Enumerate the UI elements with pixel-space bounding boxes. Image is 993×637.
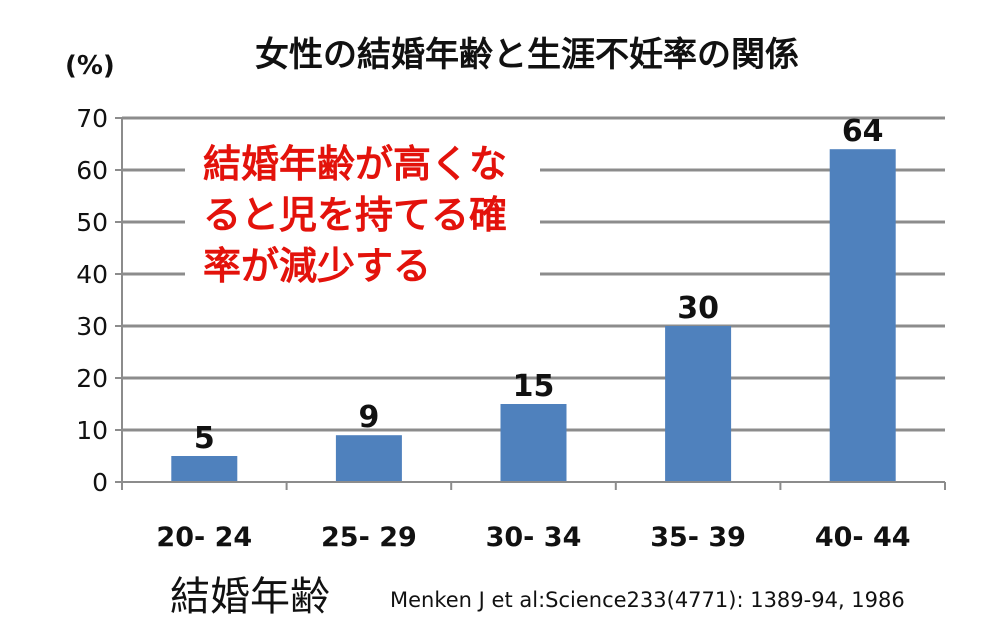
y-tick-label: 60 (76, 156, 108, 185)
bar (829, 149, 896, 482)
source-citation: Menken J et al:Science233(4771): 1389-94… (390, 588, 905, 612)
chart-title: 女性の結婚年齢と生涯不妊率の関係 (255, 35, 799, 75)
y-tick-label: 20 (76, 364, 108, 393)
data-label: 5 (194, 421, 215, 456)
bar (665, 326, 732, 482)
bar (335, 435, 402, 482)
annotation-line-2: ると児を持てる確 (203, 193, 507, 237)
annotation-line-3: 率が減少する (203, 244, 431, 288)
data-label: 15 (513, 369, 555, 404)
bars (171, 149, 896, 482)
x-category-label: 30- 34 (486, 522, 582, 553)
y-tick-label: 50 (76, 208, 108, 237)
x-category-label: 25- 29 (321, 522, 417, 553)
y-axis-unit: (%) (65, 51, 115, 81)
x-category-label: 40- 44 (815, 522, 911, 553)
annotation-line-1: 結婚年齢が高くな (203, 142, 507, 186)
bar (171, 456, 238, 482)
x-category-label: 20- 24 (156, 522, 252, 553)
y-tick-label: 40 (76, 260, 108, 289)
y-tick-labels: 0 10 20 30 40 50 60 70 (76, 104, 108, 497)
data-label: 64 (842, 114, 884, 149)
axes (115, 117, 946, 490)
x-category-label: 35- 39 (650, 522, 746, 553)
data-label: 30 (677, 291, 719, 326)
data-labels: 5 9 15 30 64 (194, 114, 884, 456)
x-axis-label: 結婚年齢 (170, 574, 330, 620)
annotation-background (185, 138, 540, 290)
data-label: 9 (358, 400, 379, 435)
bar (500, 404, 567, 482)
y-tick-label: 0 (92, 468, 108, 497)
y-tick-label: 30 (76, 312, 108, 341)
y-tick-label: 70 (76, 104, 108, 133)
y-tick-label: 10 (76, 416, 108, 445)
category-labels: 20- 24 25- 29 30- 34 35- 39 40- 44 (156, 522, 910, 553)
